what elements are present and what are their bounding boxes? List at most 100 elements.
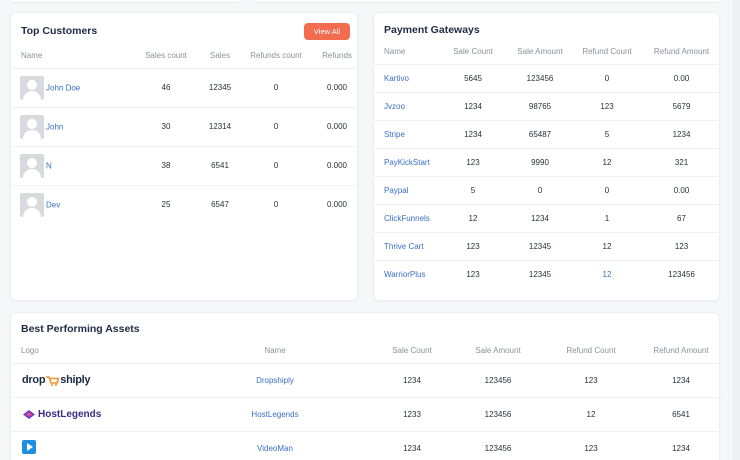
table-header-row: Name Sale Count Sale Amount Refund Count… <box>374 40 721 64</box>
sale-amount-cell: 123456 <box>455 430 541 460</box>
column-header-refunds: Refunds <box>322 51 352 61</box>
refunds-count-cell: 0 <box>237 184 315 224</box>
sale-count-cell: 5 <box>438 175 508 204</box>
gateway-name-link[interactable]: Stripe <box>374 119 438 148</box>
sale-count-cell: 123 <box>438 147 508 176</box>
asset-name-link[interactable]: HostLegends <box>181 396 369 431</box>
asset-name-link[interactable]: Dropshiply <box>181 362 369 397</box>
sale-amount-cell: 123456 <box>508 63 572 92</box>
customer-name-link[interactable]: John <box>46 122 64 131</box>
table-row: Kartivo 5645 123456 0 0.00 <box>374 63 721 92</box>
column-header-sales-count: Sales count <box>145 51 187 61</box>
column-header-refund-amount: Refund Amount <box>653 346 709 356</box>
sale-amount-cell: 12345 <box>508 259 572 288</box>
table-row: Paypal 5 0 0 0.00 <box>374 175 721 204</box>
avatar <box>20 153 44 178</box>
videoman-logo <box>22 440 36 455</box>
sale-count-cell: 12 <box>438 203 508 232</box>
table-row: HostLegends HostLegends 1233 123456 12 6… <box>11 396 721 431</box>
gateway-name-link[interactable]: Jvzoo <box>374 91 438 120</box>
sale-count-cell: 123 <box>438 259 508 288</box>
payment-gateways-table: Name Sale Count Sale Amount Refund Count… <box>374 40 721 288</box>
table-row: Thrive Cart 123 12345 12 123 <box>374 231 721 260</box>
table-row: Jvzoo 1234 98765 123 5679 <box>374 91 721 120</box>
refund-amount-cell: 321 <box>642 147 721 176</box>
refund-amount-cell: 1234 <box>641 362 721 397</box>
column-header-name: Name <box>21 51 43 61</box>
sale-amount-cell: 1234 <box>508 203 572 232</box>
customer-cell: John <box>11 106 129 146</box>
best-assets-card: Best Performing Assets Logo Name Sale Co… <box>10 312 721 460</box>
refund-count-cell: 12 <box>572 231 642 260</box>
payment-gateways-card: Payment Gateways Name Sale Count Sale Am… <box>373 12 721 301</box>
best-assets-table: Logo Name Sale Count Sale Amount Refund … <box>11 339 721 460</box>
sale-amount-cell: 0 <box>508 175 572 204</box>
sales-cell: 6547 <box>203 184 237 224</box>
customer-name-link[interactable]: John Doe <box>46 83 81 92</box>
sale-amount-cell: 98765 <box>508 91 572 120</box>
customer-cell: N <box>11 145 129 185</box>
sales-count-cell: 25 <box>129 184 203 224</box>
gateway-name-link[interactable]: PayKickStart <box>374 147 438 176</box>
refunds-cell: 0.000 <box>315 145 359 185</box>
customer-name-link[interactable]: Dev <box>46 200 61 210</box>
sale-count-cell: 1234 <box>438 119 508 148</box>
sales-cell: 12345 <box>203 67 237 107</box>
asset-name-link[interactable]: VideoMan <box>181 430 369 460</box>
refund-count-cell: 123 <box>541 430 641 460</box>
top-customers-card: Top Customers View All Name Sales count … <box>10 12 359 301</box>
logo-cell <box>11 430 181 460</box>
sales-count-cell: 46 <box>129 67 203 107</box>
refund-amount-cell: 123456 <box>642 259 721 288</box>
gateway-name-link[interactable]: Paypal <box>374 175 438 204</box>
table-row: John 30 12314 0 0.000 <box>11 106 359 146</box>
sale-count-cell: 1234 <box>369 430 455 460</box>
column-header-sale-amount: Sale Amount <box>475 346 521 356</box>
sales-cell: 6541 <box>203 145 237 185</box>
refund-count-cell: 123 <box>572 91 642 120</box>
table-row: Dev 25 6547 0 0.000 <box>11 184 359 224</box>
column-header-sale-amount: Sale Amount <box>517 47 563 57</box>
sale-count-cell: 123 <box>438 231 508 260</box>
top-customers-table: Name Sales count Sales Refunds count Ref… <box>11 44 359 224</box>
avatar <box>20 75 44 100</box>
refund-count-cell: 123 <box>541 362 641 397</box>
column-header-sales: Sales <box>209 51 230 61</box>
payment-gateways-title: Payment Gateways <box>384 24 480 36</box>
dropshiply-logo: drop shiply <box>22 374 91 386</box>
top-card-edge-right <box>255 0 720 3</box>
gateway-name-link[interactable]: ClickFunnels <box>374 203 438 232</box>
avatar <box>20 114 44 139</box>
refund-count-cell: 12 <box>541 396 641 431</box>
sale-count-cell: 1234 <box>438 91 508 120</box>
column-header-refund-count: Refund Count <box>566 346 616 356</box>
customer-cell: Dev <box>11 184 129 224</box>
view-all-button[interactable]: View All <box>304 23 350 40</box>
refunds-cell: 0.000 <box>315 106 359 146</box>
gateway-name-link[interactable]: WarriorPlus <box>374 259 438 288</box>
table-row: PayKickStart 123 9990 12 321 <box>374 147 721 176</box>
sale-amount-cell: 123456 <box>455 396 541 431</box>
column-header-logo: Logo <box>21 346 39 356</box>
page-scrollbar[interactable] <box>733 0 740 460</box>
column-header-name: Name <box>264 346 286 356</box>
refund-amount-cell: 0.00 <box>642 175 721 204</box>
column-header-refunds-count: Refunds count <box>250 51 302 61</box>
refunds-cell: 0.000 <box>315 184 359 224</box>
refund-amount-cell: 123 <box>642 231 721 260</box>
table-row: John Doe 46 12345 0 0.000 <box>11 67 359 107</box>
refund-count-cell: 1 <box>572 203 642 232</box>
sale-amount-cell: 9990 <box>508 147 572 176</box>
column-header-sale-count: Sale Count <box>392 346 432 356</box>
sale-amount-cell: 12345 <box>508 231 572 260</box>
sale-count-cell: 1233 <box>369 396 455 431</box>
sale-count-cell: 1234 <box>369 362 455 397</box>
gateway-name-link[interactable]: Kartivo <box>374 63 438 92</box>
refund-amount-cell: 0.00 <box>642 63 721 92</box>
table-row: N 38 6541 0 0.000 <box>11 145 359 185</box>
sales-count-cell: 38 <box>129 145 203 185</box>
top-customers-title: Top Customers <box>21 25 98 37</box>
customer-name-link[interactable]: N <box>46 161 52 170</box>
gateway-name-link[interactable]: Thrive Cart <box>374 231 438 260</box>
table-header-row: Name Sales count Sales Refunds count Ref… <box>11 44 359 68</box>
